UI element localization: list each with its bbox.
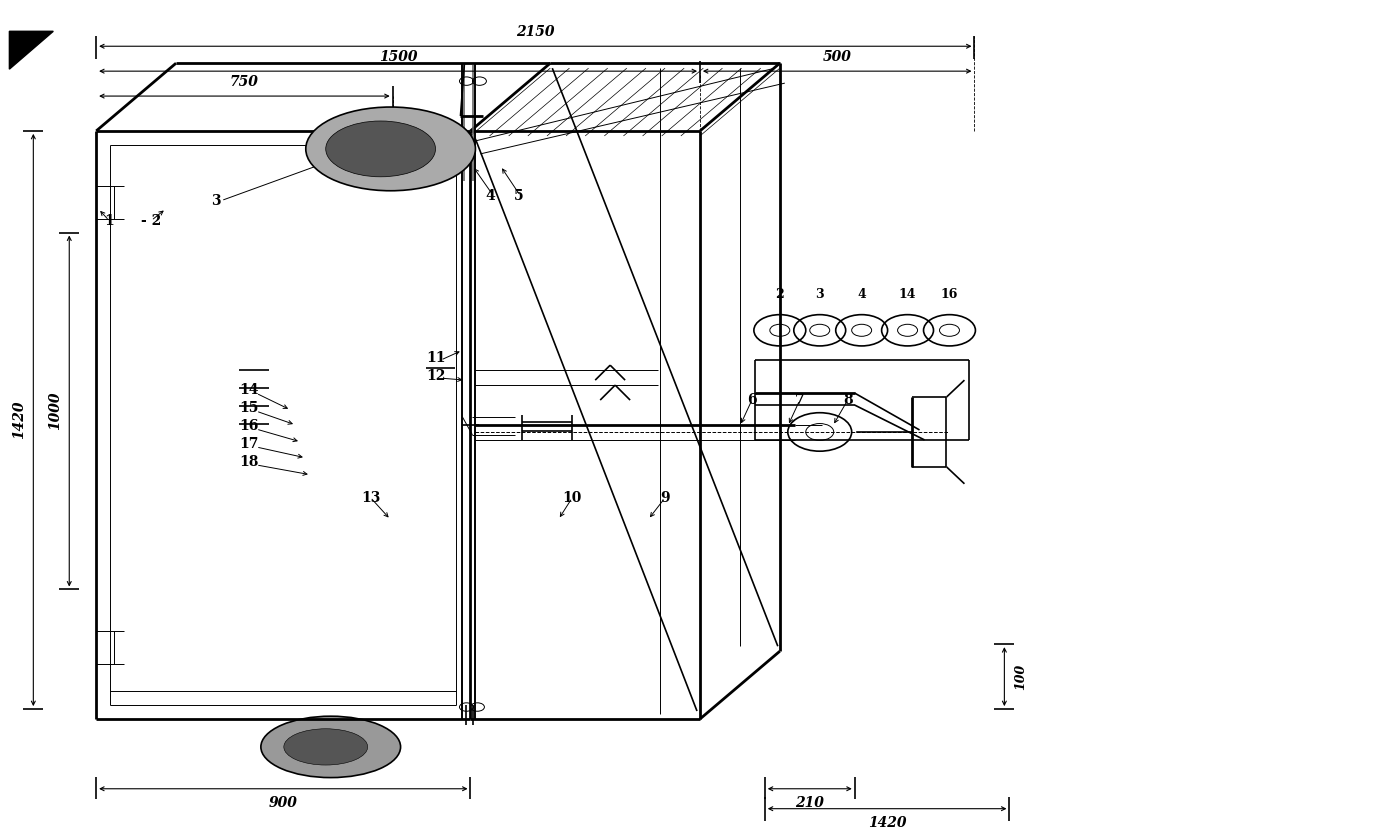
Text: 100: 100 <box>1014 664 1027 690</box>
Text: 6: 6 <box>747 393 757 407</box>
Text: 17: 17 <box>239 437 259 451</box>
Text: 500: 500 <box>822 50 851 64</box>
Text: 210: 210 <box>796 796 825 810</box>
Text: 5: 5 <box>513 189 523 203</box>
Text: 16: 16 <box>239 419 259 433</box>
Text: 16: 16 <box>941 288 958 301</box>
Text: 1000: 1000 <box>48 392 62 430</box>
Text: 1420: 1420 <box>868 816 907 830</box>
Text: 4: 4 <box>486 189 495 203</box>
Text: 9: 9 <box>660 491 670 504</box>
Text: 13: 13 <box>361 491 381 504</box>
Text: 1: 1 <box>104 214 113 228</box>
Text: 15: 15 <box>239 401 259 415</box>
Text: - 2: - 2 <box>141 214 162 228</box>
Ellipse shape <box>325 121 436 177</box>
Text: 750: 750 <box>230 75 259 89</box>
Text: 14: 14 <box>898 288 916 301</box>
Text: 1420: 1420 <box>12 401 26 439</box>
Ellipse shape <box>260 716 400 777</box>
Text: 7: 7 <box>794 393 804 407</box>
Text: 2: 2 <box>775 288 785 301</box>
Text: 8: 8 <box>843 393 853 407</box>
Text: 2150: 2150 <box>516 25 555 39</box>
Text: 1500: 1500 <box>379 50 418 64</box>
Text: 3: 3 <box>212 194 221 208</box>
Text: 10: 10 <box>562 491 581 504</box>
Text: 4: 4 <box>857 288 866 301</box>
Text: 14: 14 <box>239 383 259 397</box>
Text: 11: 11 <box>426 352 446 365</box>
Ellipse shape <box>306 107 476 190</box>
Text: 18: 18 <box>239 455 259 468</box>
Ellipse shape <box>284 729 368 765</box>
Text: 12: 12 <box>426 369 446 383</box>
Polygon shape <box>10 31 54 69</box>
Text: 3: 3 <box>815 288 823 301</box>
Text: 900: 900 <box>268 796 298 810</box>
